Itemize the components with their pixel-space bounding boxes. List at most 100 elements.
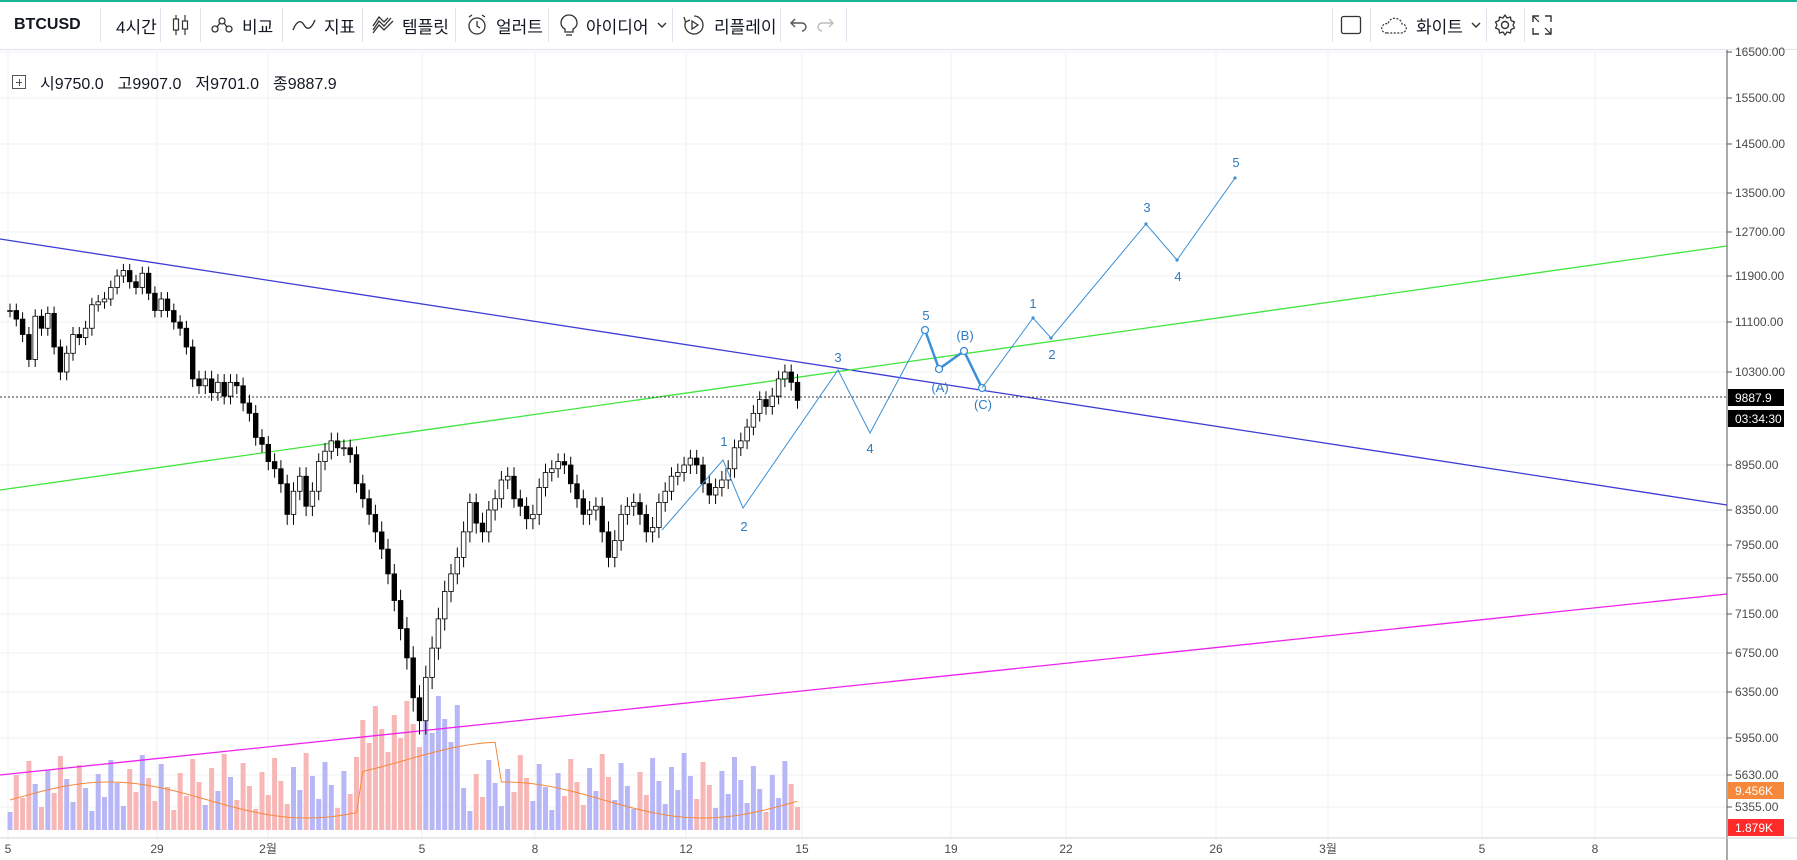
candle-body — [580, 498, 586, 515]
replay-button[interactable]: 리플레이 — [682, 4, 777, 46]
candle-body — [744, 426, 750, 442]
volume-bar — [782, 761, 788, 830]
volume-bar — [291, 767, 296, 830]
candle-body — [731, 447, 738, 470]
volume-bar — [536, 764, 542, 830]
candle-body — [631, 502, 637, 507]
candle-body — [290, 490, 297, 515]
candle-body — [177, 321, 183, 329]
candle-body — [712, 487, 719, 496]
correction-wave-path[interactable] — [923, 329, 984, 389]
volume-bar — [435, 696, 441, 830]
close-label: 종 — [273, 76, 288, 93]
square-icon — [1340, 15, 1362, 35]
volume-ma-line — [9, 741, 798, 819]
high-label: 고 — [117, 76, 133, 93]
wave-point-handle[interactable] — [934, 364, 944, 374]
volume-bar — [631, 809, 637, 830]
time-tick-label: 8 — [1592, 842, 1599, 856]
candle-body — [51, 312, 57, 348]
volume-bar — [788, 784, 794, 830]
candle-body — [221, 381, 227, 397]
volume-bar — [190, 759, 196, 830]
wave-label: 5 — [922, 308, 929, 323]
candle-body — [700, 464, 706, 485]
volume-bar — [643, 795, 649, 830]
candle-body — [89, 304, 95, 329]
trendlines[interactable] — [0, 238, 1728, 776]
impulse-wave-path[interactable] — [661, 329, 926, 531]
volume-bar — [265, 795, 271, 830]
volume-bar — [480, 797, 485, 830]
wave-label: (C) — [974, 397, 992, 412]
collapse-legend-icon[interactable] — [12, 75, 26, 89]
volume-bar — [120, 806, 126, 830]
candle-body — [517, 498, 523, 507]
price-tick-label: 8950.00 — [1735, 458, 1779, 472]
price-tick-label: 7550.00 — [1735, 571, 1779, 585]
candle-body — [64, 352, 70, 373]
templates-button[interactable]: 템플릿 — [372, 4, 449, 46]
volume-bar — [543, 787, 548, 830]
green-trendline[interactable] — [0, 245, 1728, 491]
ideas-button[interactable]: 아이디어 — [560, 4, 667, 46]
alert-button[interactable]: 얼러트 — [466, 4, 543, 46]
blue-resistance-trendline[interactable] — [0, 238, 1728, 506]
theme-button[interactable]: 화이트 — [1380, 4, 1481, 46]
volume-bar — [549, 810, 555, 830]
symbol-search-button[interactable]: BTCUSD — [14, 4, 81, 46]
wave-label: 5 — [1232, 155, 1239, 170]
interval-button[interactable]: 4시간 — [116, 4, 157, 46]
candle-body — [189, 346, 196, 380]
second-impulse-wave-path[interactable] — [981, 177, 1236, 389]
candle-body — [183, 327, 190, 348]
redo-button[interactable] — [816, 4, 836, 46]
undo-button[interactable] — [788, 4, 808, 46]
fullscreen-button[interactable] — [1532, 4, 1552, 46]
toolbar-divider — [200, 8, 201, 42]
candle-body — [763, 399, 769, 407]
time-tick-label: 5 — [5, 842, 12, 856]
candle-body — [504, 475, 511, 481]
candle-body — [624, 505, 631, 515]
candle-body — [145, 272, 152, 294]
elliott-waves[interactable]: 1 2 3 4 5 (A) (B) (C) 1 2 3 4 5 — [661, 155, 1240, 534]
candle-body — [120, 270, 127, 277]
price-tick-label: 13500.00 — [1735, 186, 1785, 200]
open-label: 시 — [40, 76, 55, 93]
volume-bar — [32, 784, 38, 830]
candle-body — [536, 487, 542, 515]
candle-body — [246, 402, 253, 414]
volume-bar — [410, 724, 416, 830]
redo-icon — [817, 18, 834, 32]
time-tick-label: 5 — [1479, 842, 1486, 856]
wave-label: 2 — [740, 519, 747, 534]
last-price-badge: 9887.9 — [1735, 391, 1772, 405]
volume-bar — [461, 788, 467, 830]
last-price-badge-bg — [1728, 389, 1784, 406]
time-tick-label: 19 — [944, 842, 958, 856]
volume-bar — [606, 777, 611, 830]
volume-bar — [196, 782, 202, 830]
chart-style-button[interactable] — [172, 4, 190, 46]
volume-bar — [706, 785, 712, 830]
magenta-support-trendline[interactable] — [0, 593, 1728, 776]
wave-point-handle[interactable] — [920, 325, 930, 335]
candle-body — [738, 440, 744, 449]
layout-button[interactable] — [1340, 4, 1362, 46]
candle-body — [353, 454, 360, 485]
volume-bar — [505, 769, 511, 830]
indicators-button[interactable]: 지표 — [292, 4, 355, 46]
candle-body — [360, 483, 366, 500]
cloud-icon — [1381, 17, 1407, 34]
settings-button[interactable] — [1494, 4, 1516, 46]
volume-bar — [7, 812, 13, 830]
candle-body — [782, 371, 788, 380]
volume-bar — [171, 810, 177, 830]
candle-body — [366, 498, 372, 515]
wave-point-handle[interactable] — [959, 346, 969, 356]
compare-button[interactable]: 비교 — [210, 4, 273, 46]
candle-body — [681, 464, 687, 473]
candle-body — [656, 502, 662, 528]
